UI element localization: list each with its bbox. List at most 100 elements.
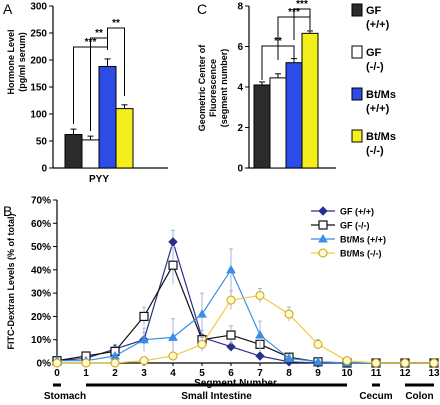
legend-label: Bt/Ms (-/-) — [340, 249, 382, 259]
data-point — [429, 358, 439, 368]
bar — [81, 139, 100, 169]
data-point — [255, 330, 265, 339]
panel-a-ylabel: Hormone Level(pg/ml serum) — [6, 29, 27, 94]
x-tick-label: 2 — [112, 368, 118, 379]
panel-b-ylabel: FITC-Dextran Levels (% of total) — [6, 213, 16, 349]
significance-bracket — [107, 27, 125, 96]
data-point — [226, 264, 236, 274]
data-point — [168, 237, 178, 247]
bar — [64, 134, 83, 169]
legend-item: GF (+/+) — [311, 206, 374, 217]
legend-item: GF (-/-) — [351, 45, 384, 73]
y-tick-label: 0 — [41, 164, 47, 175]
data-point — [110, 358, 120, 368]
data-point — [139, 356, 149, 366]
x-tick-label: 5 — [199, 368, 205, 379]
legend-swatch — [351, 3, 363, 17]
data-point — [168, 332, 178, 341]
region-label: Stomach — [44, 391, 86, 402]
x-tick-label: 0 — [54, 368, 60, 379]
y-tick-label: 40% — [31, 265, 51, 276]
data-point — [197, 339, 207, 349]
legend-label: GF (+/+) — [340, 207, 374, 217]
y-tick-label: 100 — [30, 110, 47, 121]
bar — [253, 84, 271, 169]
legend-item: GF (+/+) — [351, 3, 390, 31]
legend-swatch — [351, 45, 363, 59]
legend-swatch — [351, 87, 363, 101]
panel-c-ylabel: Geometric Center ofFluorescence(segment … — [197, 44, 229, 132]
significance-bracket — [293, 8, 311, 40]
y-tick-label: 70% — [31, 196, 51, 207]
legend-item: GF (-/-) — [311, 220, 370, 231]
data-point — [255, 351, 265, 361]
y-tick-label: 4 — [237, 83, 243, 94]
y-tick-label: 250 — [30, 29, 47, 40]
x-tick-label: 8 — [286, 368, 292, 379]
legend-label: Bt/Ms (+/+) — [340, 235, 386, 245]
data-point — [139, 334, 149, 344]
x-tick-label: 3 — [141, 368, 147, 379]
x-tick-label: 4 — [170, 368, 176, 379]
legend-item: Bt/Ms (-/-) — [311, 248, 382, 259]
x-tick-label: 13 — [428, 368, 440, 379]
region-label: Cecum — [359, 391, 392, 402]
x-tick-label: 12 — [399, 368, 411, 379]
data-point — [284, 353, 294, 362]
significance-label: ** — [95, 28, 103, 39]
y-tick-label: 6 — [237, 42, 243, 53]
data-point — [284, 309, 294, 319]
legend-label-line1: Bt/Ms — [366, 89, 396, 101]
bar — [98, 65, 117, 169]
x-tick-label: 9 — [315, 368, 321, 379]
y-tick-label: 50 — [36, 137, 48, 148]
y-tick-label: 150 — [30, 83, 47, 94]
legend-label-line2: (+/+) — [366, 19, 390, 31]
data-point — [318, 233, 328, 243]
legend-item: Bt/Ms (+/+) — [311, 233, 386, 245]
data-point — [226, 295, 236, 305]
legend-item: Bt/Ms (-/-) — [351, 129, 396, 157]
data-point — [197, 309, 207, 318]
y-tick-label: 0% — [37, 359, 52, 370]
legend-label-line1: GF — [366, 5, 382, 17]
x-tick-label: 1 — [83, 368, 89, 379]
legend-label-line1: GF — [366, 47, 382, 59]
bar — [285, 62, 303, 169]
line-legend: GF (+/+) GF (-/-) Bt/Ms (+/+) Bt/Ms (-/-) — [311, 206, 386, 259]
data-point — [318, 248, 328, 258]
data-point — [139, 311, 149, 322]
data-point — [226, 330, 236, 340]
legend-label: GF (-/-) — [340, 221, 370, 231]
data-point — [255, 290, 265, 300]
series-line — [57, 294, 434, 364]
legend-item: Bt/Ms (+/+) — [351, 87, 396, 115]
data-point — [52, 358, 62, 368]
bar — [115, 108, 134, 169]
legend-label-line2: (-/-) — [366, 61, 384, 73]
data-point — [81, 358, 91, 368]
panel-a-xlabel: PYY — [89, 174, 109, 185]
y-tick-label: 50% — [31, 242, 51, 253]
panel-b-chart: FITC-Dextran Levels (% of total) Segment… — [6, 196, 440, 403]
data-point — [168, 351, 178, 361]
y-tick-label: 0 — [237, 164, 243, 175]
legend-label-line2: (-/-) — [366, 145, 384, 157]
data-point — [371, 358, 381, 368]
series-bt-ms- — [52, 287, 439, 368]
x-tick-label: 6 — [228, 368, 234, 379]
data-point — [318, 220, 328, 230]
y-tick-label: 300 — [30, 2, 47, 13]
panel-a-chart: Hormone Level(pg/ml serum) PYY 0 50 100 150… — [6, 2, 168, 185]
panel-c-label: C — [197, 1, 207, 17]
legend-label-line1: Bt/Ms — [366, 131, 396, 143]
y-tick-label: 2 — [237, 123, 243, 134]
region-label: Colon — [405, 391, 433, 402]
legend-swatch — [351, 129, 363, 143]
bar — [301, 32, 319, 169]
data-point — [318, 206, 328, 216]
bar — [269, 77, 287, 169]
data-point — [313, 339, 323, 349]
significance-label: *** — [296, 0, 308, 10]
